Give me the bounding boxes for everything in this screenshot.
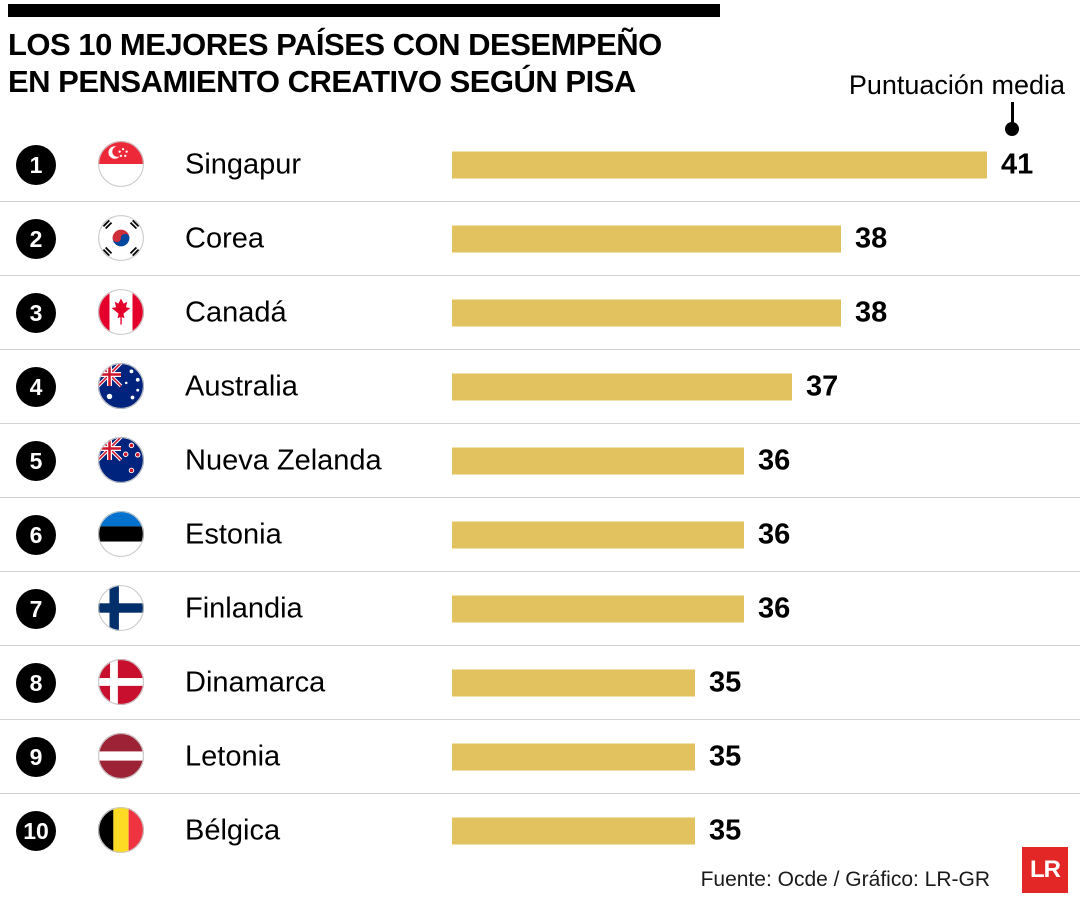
source-credit: Fuente: Ocde / Gráfico: LR-GR	[700, 868, 990, 891]
chart-row: 4 Australia 37	[0, 350, 1080, 424]
country-label: Finlandia	[185, 592, 303, 624]
score-value: 36	[758, 444, 791, 476]
country-label: Letonia	[185, 740, 281, 772]
score-bar	[452, 151, 987, 178]
top-rule	[8, 4, 720, 17]
rank-badge: 10	[16, 811, 56, 851]
chart-row: 1 Singapur 41	[0, 128, 1080, 202]
chart-row: 3 Canadá 38	[0, 276, 1080, 350]
country-label: Australia	[185, 370, 298, 402]
score-bar	[452, 299, 841, 326]
chart-row: 9 Letonia 35	[0, 720, 1080, 794]
flag-finland-icon	[98, 585, 144, 631]
score-bar	[452, 225, 841, 252]
score-bar	[452, 373, 792, 400]
rank-badge: 2	[16, 219, 56, 259]
score-bar	[452, 817, 695, 845]
flag-denmark-icon	[98, 659, 144, 705]
chart-row: 10 Bélgica 35	[0, 794, 1080, 868]
flag-new-zealand-icon	[98, 437, 144, 483]
score-bar	[452, 447, 744, 474]
score-value: 35	[709, 666, 742, 698]
score-value: 41	[1001, 148, 1034, 180]
chart-row: 2 Corea 38	[0, 202, 1080, 276]
score-bar	[452, 595, 744, 622]
rank-badge: 5	[16, 441, 56, 481]
flag-canada-icon	[98, 289, 144, 335]
page-title-line1: LOS 10 MEJORES PAÍSES CON DESEMPEÑO	[8, 27, 662, 62]
rank-badge: 1	[16, 145, 56, 185]
annotation-dot	[1005, 122, 1019, 136]
country-label: Nueva Zelanda	[185, 444, 382, 476]
country-label: Canadá	[185, 296, 287, 328]
flag-belgium-icon	[98, 807, 144, 853]
score-bar	[452, 743, 695, 770]
score-bar	[452, 521, 744, 548]
flag-south-korea-icon	[98, 215, 144, 261]
country-label: Corea	[185, 222, 264, 254]
rank-badge: 4	[16, 367, 56, 407]
flag-singapore-icon	[98, 141, 144, 187]
annotation-connector-line	[1011, 102, 1014, 123]
flag-latvia-icon	[98, 733, 144, 779]
page-title-line2: EN PENSAMIENTO CREATIVO SEGÚN PISA	[8, 63, 636, 99]
score-value: 36	[758, 518, 791, 550]
flag-estonia-icon	[98, 511, 144, 557]
rank-badge: 6	[16, 515, 56, 555]
rank-badge: 8	[16, 663, 56, 703]
score-bar	[452, 669, 695, 696]
score-value: 35	[709, 814, 742, 847]
rank-badge: 3	[16, 293, 56, 333]
score-value: 35	[709, 740, 742, 772]
score-value: 38	[855, 296, 888, 328]
rank-badge: 9	[16, 737, 56, 777]
country-label: Singapur	[185, 148, 302, 180]
annotation-label: Puntuación media	[848, 70, 1065, 100]
chart-row: 8 Dinamarca 35	[0, 646, 1080, 720]
chart-row: 6 Estonia 36	[0, 498, 1080, 572]
country-label: Bélgica	[185, 814, 281, 847]
rank-badge: 7	[16, 589, 56, 629]
country-label: Dinamarca	[185, 666, 326, 698]
page-title: LOS 10 MEJORES PAÍSES CON DESEMPEÑO EN P…	[8, 27, 662, 100]
score-value: 37	[806, 370, 839, 402]
chart-row: 7 Finlandia 36	[0, 572, 1080, 646]
score-value: 36	[758, 592, 791, 624]
score-value: 38	[855, 222, 888, 254]
country-label: Estonia	[185, 518, 282, 550]
chart-row: 5 Nueva Zelanda 36	[0, 424, 1080, 498]
lr-logo: LR	[1022, 847, 1068, 893]
bar-chart: 1 Singapur 41 2 Corea 38 3 Canadá 38 4 A…	[0, 128, 1080, 868]
flag-australia-icon	[98, 363, 144, 409]
